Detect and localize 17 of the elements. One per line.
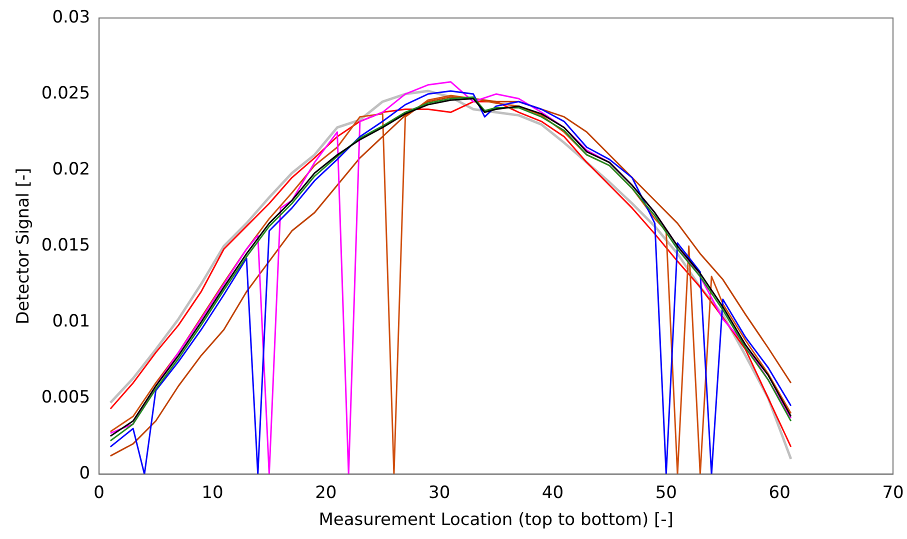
- y-tick-label: 0.01: [52, 312, 90, 332]
- y-tick-label: 0: [79, 464, 90, 484]
- x-tick-label: 10: [202, 482, 224, 503]
- x-tick-label: 0: [94, 482, 104, 503]
- y-axis-title: Detector Signal [-]: [14, 168, 34, 324]
- x-tick-label: 60: [768, 482, 790, 503]
- y-tick-label: 0.02: [52, 159, 90, 180]
- x-tick-label: 70: [882, 482, 904, 503]
- y-tick-label: 0.03: [52, 7, 90, 28]
- x-axis-title: Measurement Location (top to bottom) [-]: [318, 510, 674, 530]
- y-tick-label: 0.025: [41, 83, 90, 104]
- x-tick-label: 30: [428, 482, 450, 503]
- x-tick-label: 20: [315, 482, 337, 503]
- y-tick-label: 0.015: [41, 236, 90, 256]
- x-tick-label: 40: [542, 482, 564, 503]
- y-tick-label: 0.005: [41, 388, 90, 408]
- x-tick-label: 50: [655, 482, 677, 503]
